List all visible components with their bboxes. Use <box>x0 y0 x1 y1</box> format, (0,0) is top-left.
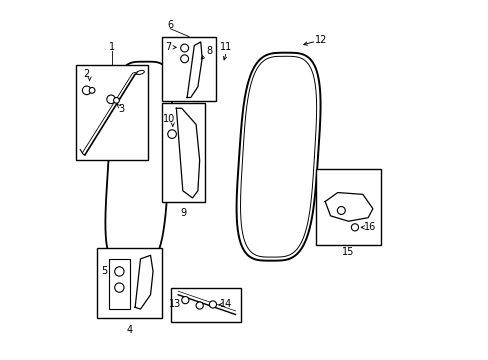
Circle shape <box>115 283 124 292</box>
Text: 9: 9 <box>180 208 186 218</box>
Text: 16: 16 <box>363 222 375 232</box>
Text: 11: 11 <box>220 42 232 52</box>
Bar <box>171 288 241 321</box>
Text: 7: 7 <box>164 42 171 52</box>
Bar <box>162 103 204 202</box>
Circle shape <box>89 87 95 93</box>
Bar <box>109 259 129 309</box>
Bar <box>162 37 215 101</box>
Text: 10: 10 <box>163 114 175 124</box>
Circle shape <box>196 302 203 309</box>
Text: 15: 15 <box>342 247 354 257</box>
Text: 8: 8 <box>206 46 212 56</box>
Text: 13: 13 <box>169 300 181 310</box>
Circle shape <box>180 44 188 52</box>
Text: 2: 2 <box>82 69 89 79</box>
Circle shape <box>82 86 91 95</box>
Circle shape <box>351 224 358 231</box>
Text: 12: 12 <box>315 35 327 45</box>
Circle shape <box>337 207 345 215</box>
Text: 6: 6 <box>167 20 173 30</box>
Circle shape <box>180 55 188 63</box>
Circle shape <box>115 267 124 276</box>
Bar <box>76 65 147 160</box>
Text: 4: 4 <box>126 325 133 335</box>
Text: 1: 1 <box>108 42 115 52</box>
Circle shape <box>182 297 188 304</box>
Text: 3: 3 <box>119 104 124 114</box>
Bar <box>316 169 380 244</box>
Text: 5: 5 <box>101 266 107 276</box>
Circle shape <box>106 95 115 104</box>
Bar <box>97 248 162 318</box>
Ellipse shape <box>136 71 144 75</box>
Text: 14: 14 <box>220 300 232 310</box>
Circle shape <box>167 130 176 138</box>
Circle shape <box>113 98 119 103</box>
Circle shape <box>209 301 216 308</box>
